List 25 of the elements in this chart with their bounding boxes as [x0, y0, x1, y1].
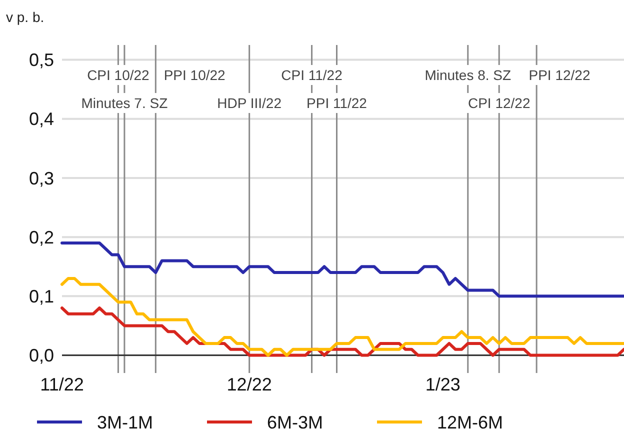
ref-line-label: CPI 12/22: [468, 94, 530, 111]
ref-line-label: CPI 10/22: [87, 66, 150, 83]
ref-line-label: PPI 12/22: [528, 66, 590, 83]
ref-line-label: Minutes 8. SZ: [424, 66, 512, 83]
x-tick-label: 11/22: [40, 374, 84, 394]
ref-line-label: PPI 10/22: [164, 66, 226, 83]
legend-label: 12M-6M: [437, 412, 504, 432]
ref-line-label: Minutes 7. SZ: [81, 94, 168, 111]
y-tick-label: 0,1: [28, 286, 54, 306]
y-tick-label: 0,2: [28, 227, 54, 248]
ref-line-label: PPI 11/22: [306, 94, 368, 111]
x-tick-label: 1/23: [425, 374, 460, 394]
legend-label: 6M-3M: [267, 412, 324, 432]
y-tick-label: 0,5: [28, 50, 54, 70]
y-tick-label: 0,3: [28, 168, 54, 188]
line-series: [60, 241, 624, 298]
legend-label: 3M-1M: [97, 412, 154, 432]
y-tick-label: 0,0: [28, 346, 54, 366]
y-axis-title: v p. b.: [6, 9, 44, 25]
line-series: [60, 276, 624, 357]
ref-line-label: CPI 11/22: [281, 66, 343, 83]
x-tick-label: 12/22: [226, 374, 272, 394]
y-tick-label: 0,4: [28, 109, 54, 130]
line-series: [60, 306, 624, 357]
ref-line-label: HDP III/22: [217, 94, 282, 111]
